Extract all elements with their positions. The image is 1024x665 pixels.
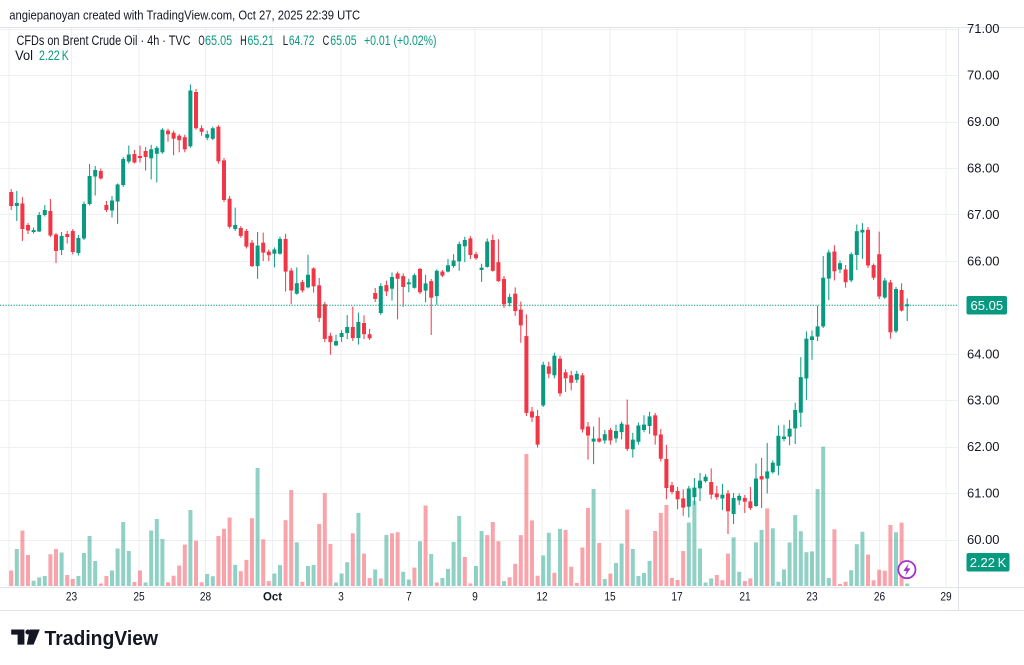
svg-text:69.00: 69.00 — [967, 114, 1000, 129]
svg-text:L: L — [283, 33, 289, 48]
svg-text:3: 3 — [338, 589, 344, 603]
svg-text:+0.01 (+0.02%): +0.01 (+0.02%) — [364, 33, 437, 48]
svg-text:65.05: 65.05 — [330, 33, 356, 48]
svg-text:TradingView: TradingView — [45, 627, 159, 650]
svg-text:70.00: 70.00 — [967, 68, 1000, 83]
svg-text:2.22 K: 2.22 K — [39, 48, 69, 63]
svg-text:23: 23 — [806, 589, 817, 603]
svg-text:23: 23 — [66, 589, 77, 603]
svg-text:68.00: 68.00 — [967, 161, 1000, 176]
svg-text:25: 25 — [133, 589, 144, 603]
svg-text:67.00: 67.00 — [967, 207, 1000, 222]
svg-text:H: H — [240, 33, 247, 48]
svg-text:29: 29 — [940, 589, 951, 603]
svg-text:angiepanoyan created with Trad: angiepanoyan created with TradingView.co… — [9, 8, 360, 23]
svg-text:2.22 K: 2.22 K — [970, 555, 1007, 570]
svg-text:65.21: 65.21 — [248, 33, 274, 48]
svg-text:64.00: 64.00 — [967, 346, 1000, 361]
svg-text:9: 9 — [472, 589, 478, 603]
svg-text:7: 7 — [406, 589, 412, 603]
svg-text:17: 17 — [671, 589, 682, 603]
svg-text:28: 28 — [200, 589, 211, 603]
svg-text:64.72: 64.72 — [289, 33, 315, 48]
svg-text:12: 12 — [536, 589, 547, 603]
svg-text:61.00: 61.00 — [967, 486, 1000, 501]
svg-text:26: 26 — [874, 589, 885, 603]
svg-text:65.05: 65.05 — [971, 298, 1004, 313]
svg-text:15: 15 — [604, 589, 615, 603]
svg-text:65.05: 65.05 — [205, 33, 232, 48]
svg-text:66.00: 66.00 — [967, 253, 1000, 268]
svg-text:C: C — [323, 33, 330, 48]
svg-text:21: 21 — [739, 589, 750, 603]
svg-text:Vol: Vol — [15, 48, 33, 63]
svg-text:Oct: Oct — [263, 589, 282, 603]
svg-text:60.00: 60.00 — [967, 532, 1000, 547]
svg-text:63.00: 63.00 — [967, 393, 1000, 408]
svg-text:62.00: 62.00 — [967, 439, 1000, 454]
svg-text:O: O — [198, 33, 204, 48]
svg-text:CFDs on Brent Crude Oil · 4h ·: CFDs on Brent Crude Oil · 4h · TVC — [17, 33, 191, 48]
svg-text:71.00: 71.00 — [967, 21, 1000, 36]
